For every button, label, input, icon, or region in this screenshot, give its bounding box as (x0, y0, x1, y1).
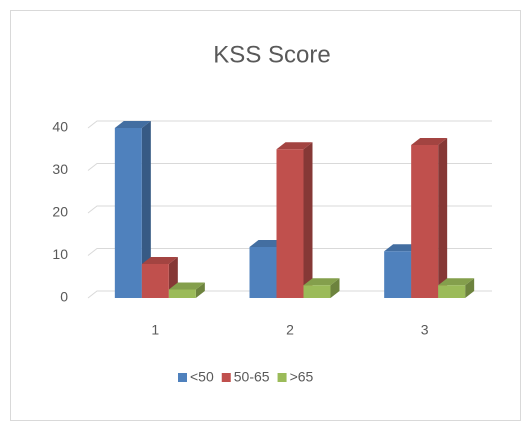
bar-top (438, 278, 475, 286)
bar-top (141, 257, 178, 264)
bar-top (411, 138, 448, 145)
bar-front (168, 289, 196, 298)
legend-label: >65 (290, 369, 314, 385)
bar-front (438, 285, 466, 298)
bar-front (114, 128, 142, 298)
grid-line (87, 248, 492, 256)
bar (114, 121, 151, 298)
y-tick-label: 40 (52, 119, 68, 135)
grid-line (87, 120, 492, 129)
bar (141, 257, 178, 298)
bar-front (303, 285, 331, 298)
bar-side (303, 142, 313, 298)
bar-side (141, 121, 151, 298)
bar (276, 142, 313, 298)
legend-swatch (277, 373, 287, 382)
y-tick-label: 20 (52, 204, 68, 220)
legend-label: 50-65 (234, 369, 270, 385)
grid-line (87, 163, 492, 171)
y-tick-label: 10 (52, 246, 68, 262)
bar-front (384, 251, 412, 298)
legend-swatch (221, 373, 231, 382)
bar-side (465, 278, 475, 298)
bar-top (114, 121, 151, 128)
bar (303, 278, 340, 298)
bar-front (249, 247, 277, 298)
bar-front (141, 264, 169, 298)
x-tick-label: 3 (421, 322, 429, 338)
x-tick-label: 1 (151, 322, 159, 338)
bar-side (330, 278, 340, 298)
x-tick-label: 2 (286, 322, 294, 338)
chart-title: KSS Score (213, 41, 330, 68)
grid-line (87, 290, 492, 299)
bar-top (303, 278, 340, 286)
bar-front (411, 145, 439, 298)
bar (438, 278, 475, 298)
y-tick-label: 0 (60, 289, 68, 305)
grid-line (87, 205, 492, 214)
bar-front (276, 149, 304, 298)
bar-top (168, 282, 205, 290)
y-tick-label: 30 (52, 161, 68, 177)
bar-side (438, 138, 448, 298)
bar-side (195, 282, 205, 298)
legend-swatch (178, 373, 187, 382)
legend-label: <50 (190, 369, 214, 385)
bar (168, 282, 205, 298)
bar (411, 138, 448, 298)
bar-top (276, 142, 313, 150)
